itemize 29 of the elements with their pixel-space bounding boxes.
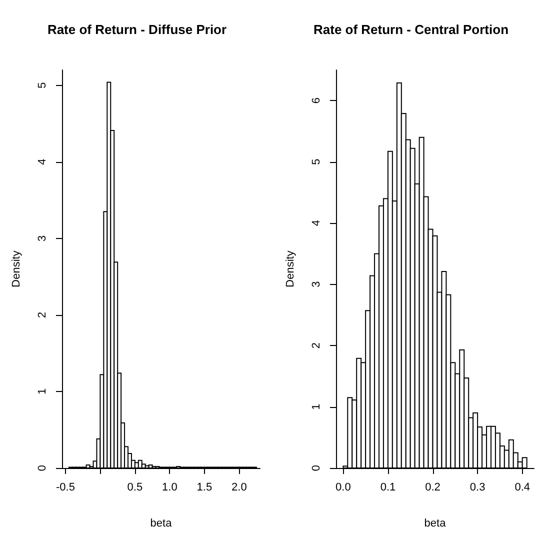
y-tick-label: 3 <box>36 235 48 242</box>
x-tick-label: 2.0 <box>232 482 247 494</box>
y-tick-label: 4 <box>310 220 322 226</box>
y-tick-label: 5 <box>36 82 48 88</box>
y-tick-label: 0 <box>36 464 48 472</box>
y-tick-label: 2 <box>36 312 48 318</box>
x-tick-label: 0.2 <box>425 482 440 494</box>
x-tick-label: -0.5 <box>56 482 75 494</box>
x-tick-label: 1.0 <box>162 482 178 494</box>
chart-title: Rate of Return - Diffuse Prior <box>47 22 227 37</box>
y-axis-title: Density <box>10 250 22 288</box>
y-tick-label: 5 <box>310 158 322 165</box>
x-axis-title: beta <box>424 518 447 530</box>
x-tick-label: 0.4 <box>514 482 530 494</box>
y-tick-label: 3 <box>310 281 322 288</box>
x-tick-label: 1.5 <box>196 482 212 494</box>
x-tick-label: 0.5 <box>127 482 143 494</box>
y-tick-label: 2 <box>310 342 322 349</box>
y-tick-label: 6 <box>310 98 322 104</box>
y-tick-label: 0 <box>310 464 322 472</box>
y-tick-label: 1 <box>310 404 322 410</box>
y-tick-label: 4 <box>36 158 48 165</box>
chart-title: Rate of Return - Central Portion <box>313 22 509 37</box>
y-axis-title: Density <box>284 250 296 288</box>
x-tick-label: 0.3 <box>470 482 486 494</box>
x-tick-label: 0.0 <box>336 482 351 494</box>
x-axis-title: beta <box>150 518 173 530</box>
x-tick-label: 0.1 <box>380 482 396 494</box>
y-tick-label: 1 <box>36 388 48 395</box>
